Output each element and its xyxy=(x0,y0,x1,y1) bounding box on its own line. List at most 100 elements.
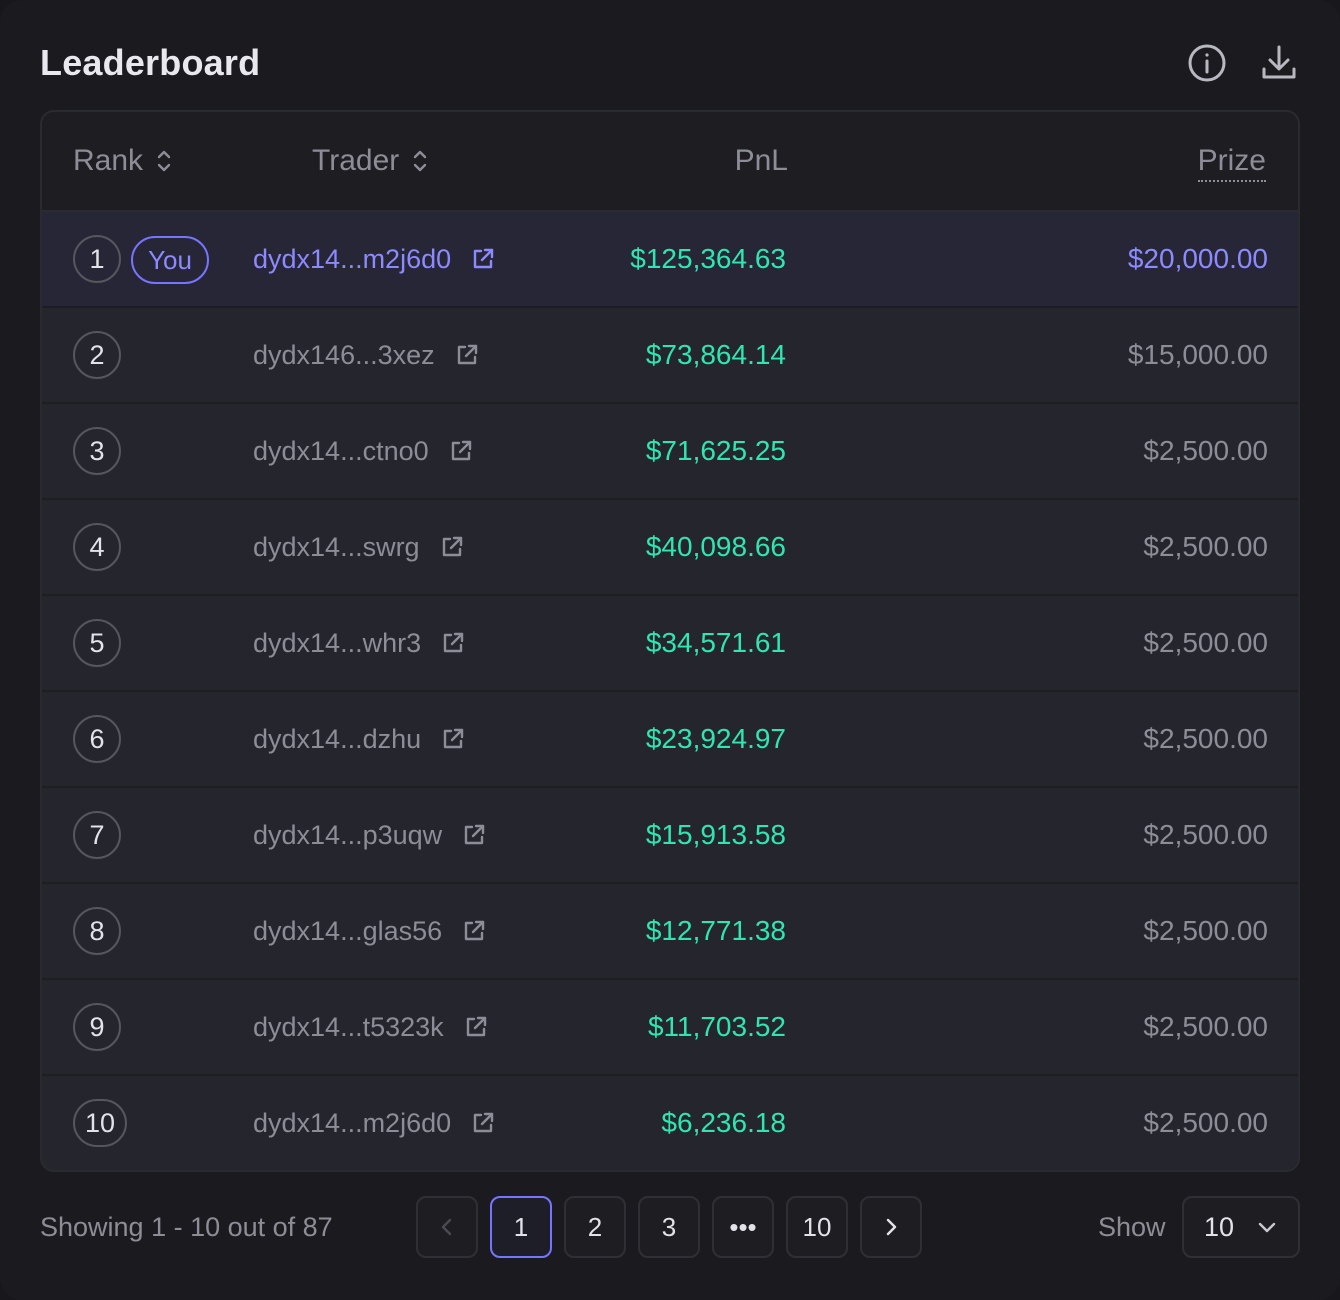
pnl-value: $73,864.14 xyxy=(645,339,786,370)
page-button-10[interactable]: 10 xyxy=(786,1196,848,1258)
page-button-1[interactable]: 1 xyxy=(490,1196,552,1258)
prize-value: $2,500.00 xyxy=(1143,435,1268,466)
chevron-left-icon xyxy=(441,1218,452,1236)
trader-link[interactable]: dydx14...m2j6d0 xyxy=(253,212,497,306)
prize-value: $2,500.00 xyxy=(1143,819,1268,850)
rank-badge: 2 xyxy=(73,331,121,379)
info-icon[interactable] xyxy=(1186,42,1228,84)
rank-badge: 10 xyxy=(73,1099,128,1147)
pnl-value: $34,571.61 xyxy=(645,627,786,658)
trader-link[interactable]: dydx14...whr3 xyxy=(253,596,467,690)
pnl-value: $15,913.58 xyxy=(645,819,786,850)
trader-link[interactable]: dydx14...swrg xyxy=(253,500,466,594)
trader-address: dydx14...ctno0 xyxy=(253,435,429,466)
trader-link[interactable]: dydx14...m2j6d0 xyxy=(253,1076,497,1170)
column-header-pnl: PnL xyxy=(735,144,788,178)
table-row: 10 dydx14...m2j6d0 $6,236.18 $2,500.00 xyxy=(42,1076,1298,1170)
external-link-icon xyxy=(457,344,477,365)
trader-address: dydx14...whr3 xyxy=(253,627,422,658)
prize-value: $20,000.00 xyxy=(1127,243,1268,274)
trader-link[interactable]: dydx14...dzhu xyxy=(253,692,467,786)
prize-value: $2,500.00 xyxy=(1143,1107,1268,1138)
prize-value: $2,500.00 xyxy=(1143,627,1268,658)
external-link-icon xyxy=(473,248,494,269)
trader-address: dydx14...glas56 xyxy=(253,915,443,946)
column-label-rank: Rank xyxy=(73,144,144,177)
pnl-value: $71,625.25 xyxy=(645,435,786,466)
rank-badge: 3 xyxy=(73,427,121,475)
external-link-icon xyxy=(473,1112,494,1133)
trader-address: dydx14...dzhu xyxy=(253,723,422,754)
table-row: 9 dydx14...t5323k $11,703.52 $2,500.00 xyxy=(42,980,1298,1074)
prize-value: $15,000.00 xyxy=(1127,339,1268,370)
trader-link[interactable]: dydx14...p3uqw xyxy=(253,788,488,882)
sort-icon xyxy=(414,150,427,172)
page-button-3[interactable]: 3 xyxy=(638,1196,700,1258)
table-row: 4 dydx14...swrg $40,098.66 $2,500.00 xyxy=(42,500,1298,594)
table-row: 6 dydx14...dzhu $23,924.97 $2,500.00 xyxy=(42,692,1298,786)
table-header: Rank Trader PnL Prize xyxy=(42,112,1298,212)
table-row: 3 dydx14...ctno0 $71,625.25 $2,500.00 xyxy=(42,404,1298,498)
column-header-rank[interactable]: Rank xyxy=(73,144,173,178)
page-title: Leaderboard xyxy=(40,42,261,83)
column-label-trader: Trader xyxy=(312,144,400,177)
table-row: 5 dydx14...whr3 $34,571.61 $2,500.00 xyxy=(42,596,1298,690)
table-row: 2 dydx146...3xez $73,864.14 $15,000.00 xyxy=(42,308,1298,402)
trader-address: dydx14...m2j6d0 xyxy=(253,243,452,274)
download-icon[interactable] xyxy=(1258,42,1300,84)
prev-page-button[interactable] xyxy=(416,1196,478,1258)
rank-badge: 9 xyxy=(73,1003,121,1051)
external-link-icon xyxy=(443,728,464,749)
trader-address: dydx146...3xez xyxy=(253,339,435,370)
pagination-summary: Showing 1 - 10 out of 87 xyxy=(40,1212,333,1242)
next-page-button[interactable] xyxy=(860,1196,922,1258)
table-row: 1 You dydx14...m2j6d0 $125,364.63 $20,000.00 xyxy=(42,212,1298,306)
trader-address: dydx14...swrg xyxy=(253,531,420,562)
rank-badge: 1 xyxy=(73,235,121,283)
you-badge: You xyxy=(131,236,209,284)
external-link-icon xyxy=(442,536,462,557)
trader-link[interactable]: dydx14...ctno0 xyxy=(253,404,475,498)
prize-value: $2,500.00 xyxy=(1143,1011,1268,1042)
rank-badge: 6 xyxy=(73,715,121,763)
external-link-icon xyxy=(464,824,485,845)
page-size-value: 10 xyxy=(1204,1211,1235,1242)
trader-address: dydx14...t5323k xyxy=(253,1011,444,1042)
rank-badge: 5 xyxy=(73,619,121,667)
chevron-right-icon xyxy=(886,1218,897,1236)
page-button-2[interactable]: 2 xyxy=(564,1196,626,1258)
page-size-select[interactable]: 10 xyxy=(1182,1196,1300,1258)
pnl-value: $23,924.97 xyxy=(645,723,786,754)
column-label-prize: Prize xyxy=(1197,144,1266,182)
column-header-prize[interactable]: Prize xyxy=(1197,144,1266,182)
column-label-pnl: PnL xyxy=(734,144,788,177)
table-body: 1 You dydx14...m2j6d0 $125,364.63 $20,000.00… xyxy=(42,212,1298,1170)
trader-link[interactable]: dydx14...glas56 xyxy=(253,884,488,978)
table-row: 7 dydx14...p3uqw $15,913.58 $2,500.00 xyxy=(42,788,1298,882)
pnl-value: $125,364.63 xyxy=(630,243,786,274)
prize-value: $2,500.00 xyxy=(1143,723,1268,754)
chevron-down-icon xyxy=(1258,1222,1276,1233)
page-size-label: Show xyxy=(1098,1212,1166,1242)
trader-link[interactable]: dydx146...3xez xyxy=(253,308,481,402)
pagination: 1 2 3 ••• 10 xyxy=(416,1196,922,1258)
trader-address: dydx14...m2j6d0 xyxy=(253,1107,452,1138)
leaderboard-table: Rank Trader PnL Prize 1 You dydx14...m2j6d… xyxy=(40,110,1300,1172)
pnl-value: $40,098.66 xyxy=(645,531,786,562)
prize-value: $2,500.00 xyxy=(1143,915,1268,946)
trader-address: dydx14...p3uqw xyxy=(253,819,443,850)
table-row: 8 dydx14...glas56 $12,771.38 $2,500.00 xyxy=(42,884,1298,978)
external-link-icon xyxy=(466,1016,486,1037)
pnl-value: $12,771.38 xyxy=(645,915,786,946)
external-link-icon xyxy=(451,440,471,461)
rank-badge: 7 xyxy=(73,811,121,859)
sort-icon xyxy=(157,150,171,172)
trader-link[interactable]: dydx14...t5323k xyxy=(253,980,490,1074)
pnl-value: $11,703.52 xyxy=(647,1011,786,1042)
page-ellipsis-button[interactable]: ••• xyxy=(712,1196,774,1258)
column-header-trader[interactable]: Trader xyxy=(312,144,429,178)
rank-badge: 4 xyxy=(73,523,121,571)
external-link-icon xyxy=(443,632,464,653)
pnl-value: $6,236.18 xyxy=(661,1107,786,1138)
